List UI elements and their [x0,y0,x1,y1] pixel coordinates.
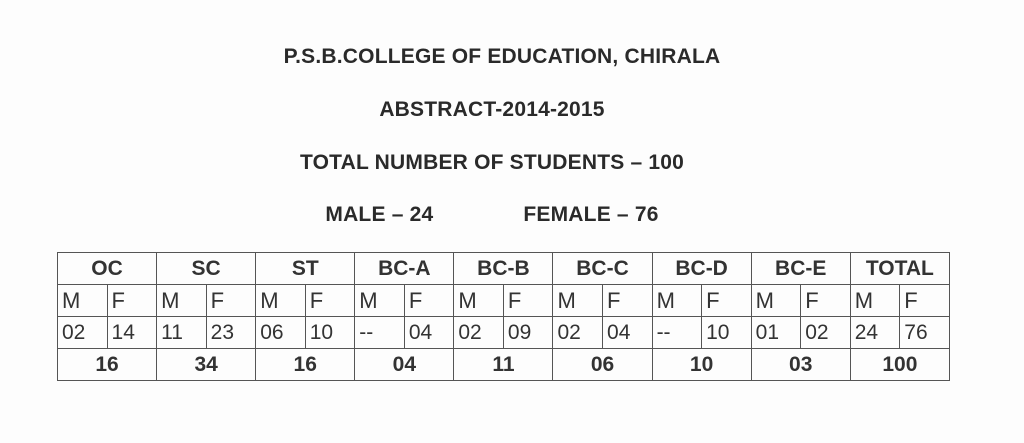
count-row: 02 14 11 23 06 10 -- 04 02 09 02 04 -- 10 01 02 24 76 [57,316,950,349]
male-header: M [651,284,703,317]
male-count-cell: 11 [156,316,207,349]
abstract-year: ABSTRACT-2014-2015 [379,98,605,121]
female-count-cell: 14 [106,316,158,349]
male-count-cell: -- [651,316,703,349]
female-count-cell: 10 [701,316,752,349]
male-count-cell: 24 [849,316,901,349]
category-header: BC-A [354,252,455,285]
male-header: M [57,284,108,317]
total-students: TOTAL NUMBER OF STUDENTS – 100 [299,151,685,174]
female-count-cell: 04 [602,316,653,349]
category-total-cell: 11 [453,348,554,381]
gender-summary: MALE – 24 FEMALE – 76 [0,203,1004,227]
male-header: M [849,284,901,317]
female-header: F [304,284,356,317]
male-header: M [354,284,405,317]
female-header: F [800,284,851,317]
category-header: BC-E [750,252,851,285]
female-header: F [602,284,653,317]
category-header: BC-C [552,252,653,285]
male-count-cell: 01 [750,316,802,349]
category-header: TOTAL [849,252,951,285]
female-count: FEMALE – 76 [523,203,659,226]
female-count-cell: 02 [800,316,851,349]
female-header: F [205,284,257,317]
female-header: F [899,284,950,317]
male-count-cell: 02 [552,316,604,349]
male-header: M [552,284,604,317]
category-total-cell: 16 [56,348,158,381]
male-count-cell: 06 [255,316,306,349]
male-header: M [156,284,207,317]
category-header-row: OC SC ST BC-A BC-B BC-C BC-D BC-E TOTAL [56,252,951,285]
category-total-cell: 10 [651,348,752,381]
category-total-cell: 16 [255,348,356,381]
category-header: ST [255,252,356,285]
male-count: MALE – 24 [325,203,434,226]
category-total-cell: 03 [750,348,851,381]
category-total-cell: 100 [849,348,951,381]
male-count-cell: -- [354,316,405,349]
male-header: M [255,284,306,317]
female-count-cell: 09 [502,316,554,349]
category-header: SC [156,252,257,285]
students-table: OC SC ST BC-A BC-B BC-C BC-D BC-E TOTAL M F M F M F M F M… [56,252,951,381]
college-title: P.S.B.COLLEGE OF EDUCATION, CHIRALA [283,45,721,68]
category-header: BC-D [651,252,752,285]
female-count-cell: 10 [304,316,356,349]
male-count-cell: 02 [57,316,108,349]
male-count-cell: 02 [453,316,504,349]
male-header: M [453,284,504,317]
category-total-cell: 34 [156,348,257,381]
category-total-row: 16 34 16 04 11 06 10 03 100 [56,348,951,381]
category-total-cell: 06 [552,348,653,381]
female-header: F [701,284,752,317]
category-total-cell: 04 [354,348,455,381]
female-header: F [106,284,158,317]
category-header: BC-B [453,252,554,285]
category-header: OC [56,252,158,285]
female-header: F [403,284,455,317]
female-count-cell: 76 [899,316,950,349]
male-header: M [750,284,802,317]
female-header: F [502,284,554,317]
female-count-cell: 23 [205,316,257,349]
female-count-cell: 04 [403,316,455,349]
